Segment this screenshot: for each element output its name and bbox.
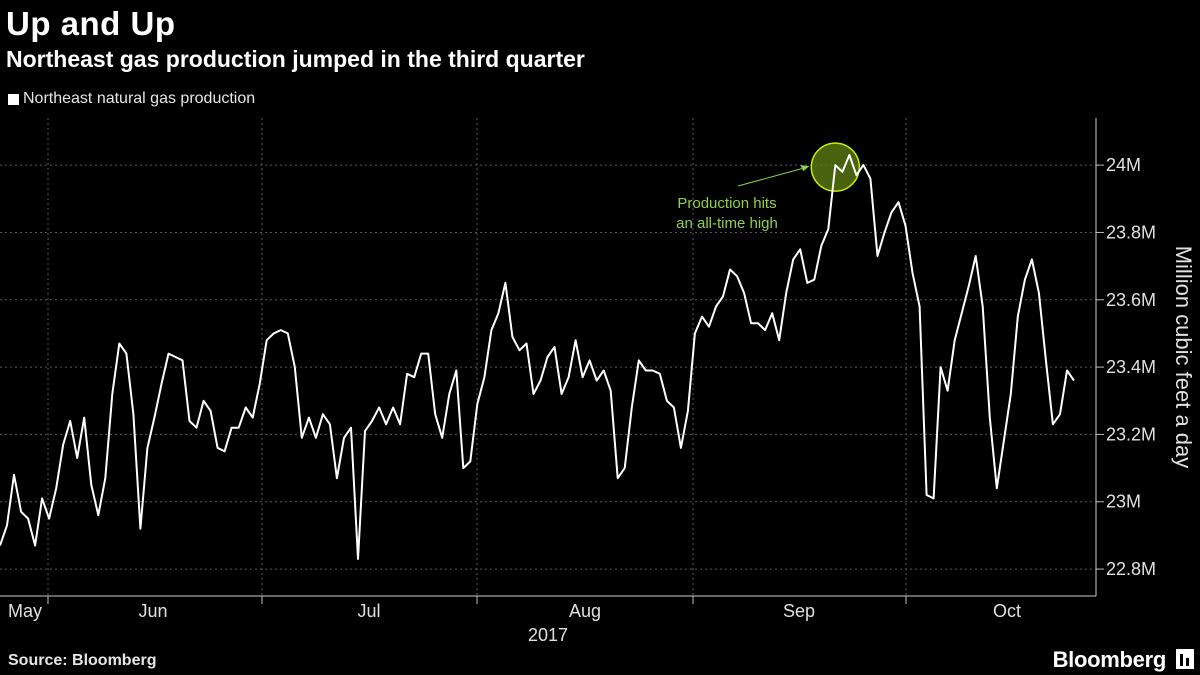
legend-swatch [8,93,19,105]
y-tick-label: 23.4M [1106,357,1156,377]
axes [0,118,1104,604]
x-year-label: 2017 [528,625,568,645]
series [0,154,1075,560]
chart-title: Up and Up [6,5,176,42]
y-tick-label: 23.2M [1106,424,1156,444]
annotation: Production hits an all-time high [676,142,861,232]
y-tick-label: 23.6M [1106,290,1156,310]
x-tick-label: Aug [569,601,601,621]
legend: Northeast natural gas production [8,90,255,108]
y-tick-label: 23M [1106,492,1141,512]
x-tick-label: Jul [357,601,380,621]
x-tick-label: Jun [138,601,167,621]
brand-logo-text: Bloomberg [1052,647,1167,672]
annotation-text: an all-time high [676,215,778,232]
annotation-arrow [737,166,808,187]
annotation-text: Production hits [677,195,776,212]
source-note: Source: Bloomberg [8,652,157,669]
bloomberg-icon [1176,649,1194,669]
y-tick-label: 22.8M [1106,559,1156,579]
labels: 22.8M 23M 23.2M 23.4M 23.6M 23.8M 24M May Jun Jul… [8,155,1196,645]
x-tick-label: Oct [993,601,1021,621]
legend-label: Northeast natural gas production [23,90,256,107]
x-tick-label: Sep [783,601,815,621]
series-line-northeast-gas [0,154,1075,560]
y-tick-label: 24M [1106,155,1141,175]
x-tick-label: May [8,601,42,621]
y-tick-label: 23.8M [1106,222,1156,242]
annotation-arrowhead [800,165,810,172]
y-axis-title: Million cubic feet a day [1171,246,1196,469]
chart-subtitle: Northeast gas production jumped in the t… [6,46,585,72]
